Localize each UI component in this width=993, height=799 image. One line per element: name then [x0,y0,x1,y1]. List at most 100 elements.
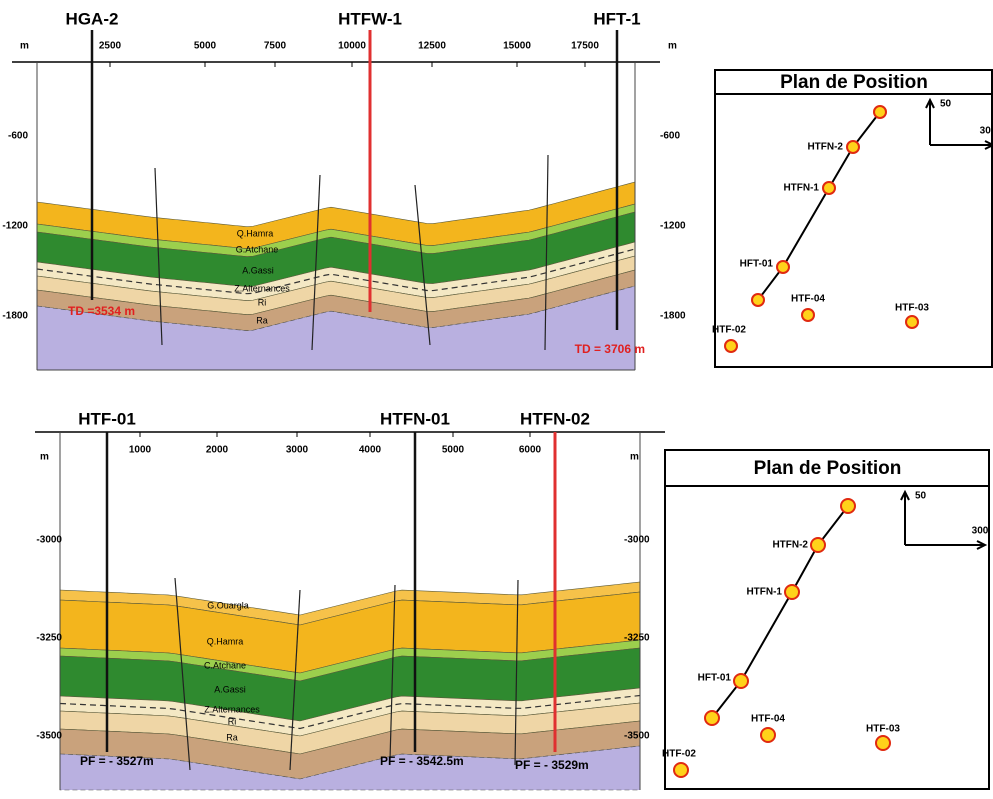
depth-tick: -3500 [624,731,650,742]
distance-tick: 12500 [418,41,446,52]
depth-tick: -1200 [2,221,28,232]
basement [36,285,636,371]
well-note: PF = - 3542.5m [380,754,464,768]
layer-label: G.Ouargla [207,600,249,610]
plan-well [760,727,776,743]
plan-well [840,498,856,514]
depth-tick: -600 [8,131,28,142]
well-note: TD = 3706 m [575,342,645,356]
north-arrow [900,489,988,550]
layer-label: Q.Hamra [237,228,274,238]
plan-well [733,673,749,689]
distance-tick: 17500 [571,41,599,52]
plan-well-label: HTF-04 [791,294,825,305]
plan-well [801,308,815,322]
layer-label: Z.Alternances [204,704,260,714]
plan-well-label: HTF-03 [866,724,900,735]
fault [389,584,396,761]
depth-tick: -3000 [624,535,650,546]
plan-well [846,140,860,154]
plan-well [905,315,919,329]
plan-well-label: HTF-04 [751,714,785,725]
plan-title: Plan de Position [780,72,928,93]
well-note: PF = - 3529m [515,758,589,772]
plan-well [784,584,800,600]
layer-label: Q.Hamra [207,636,244,646]
plan-well [704,710,720,726]
distance-tick: 1000 [129,445,152,456]
north-label: 50 [940,99,952,110]
distance-tick: 4000 [359,445,382,456]
plan-well [810,537,826,553]
well-name: HTFN-01 [380,409,450,428]
well-note: PF = - 3527m [80,754,154,768]
layer-label: A.Gassi [214,684,246,694]
well-name: HGA-2 [66,9,119,28]
distance-tick: 5000 [442,445,465,456]
north-arrow [925,97,993,150]
plan-well-label: HTFN-2 [807,142,843,153]
distance-tick: 5000 [194,41,217,52]
plan-well [822,181,836,195]
east-label: 300 [972,526,989,537]
plan-well [875,735,891,751]
plan-well [873,105,887,119]
layer-label: Z.Alternances [234,283,290,293]
well-name: HTFN-02 [520,409,590,428]
plan-frame [664,449,990,790]
basement [59,745,641,791]
plan-frame [714,69,993,368]
depth-tick: -1800 [660,311,686,322]
distance-tick: 2500 [99,41,122,52]
fault [414,184,431,346]
well-name: HTFW-1 [338,9,402,28]
layer-label: C.Atchane [204,660,246,670]
plan-well [724,339,738,353]
unit-label: m [630,452,639,463]
plan-well-label: HFT-01 [698,673,732,684]
depth-tick: -3500 [36,731,62,742]
north-label: 50 [915,491,927,502]
plan-well-label: HTFN-2 [772,540,808,551]
plan-well-label: HTFN-1 [783,183,819,194]
layer-label: Ri [228,716,237,726]
well-name: HTF-01 [78,409,136,428]
fault [514,579,519,766]
distance-tick: 2000 [206,445,229,456]
alternance-dash [36,248,636,295]
alternance-dash [59,694,641,730]
depth-tick: -3000 [36,535,62,546]
plan-well [751,293,765,307]
fault [174,577,191,771]
plan-well-label: HFT-01 [740,259,774,270]
east-label: 300 [980,126,993,137]
well-note: TD =3534 m [68,304,135,318]
depth-tick: -1200 [660,221,686,232]
fault [544,154,549,351]
layer-label: G.Atchane [236,244,279,254]
depth-tick: -3250 [36,633,62,644]
fault [311,174,321,351]
distance-tick: 15000 [503,41,531,52]
plan-well [776,260,790,274]
plan-well-label: HTF-03 [895,303,929,314]
layer-label: A.Gassi [242,265,274,275]
unit-label: m [668,41,677,52]
layer-label: Ra [256,315,268,325]
distance-tick: 10000 [338,41,366,52]
distance-tick: 6000 [519,445,542,456]
plan-well-label: HTF-02 [712,325,746,336]
unit-label: m [20,41,29,52]
plan-well-label: HTFN-1 [746,587,782,598]
depth-tick: -3250 [624,633,650,644]
layer-label: Ri [258,297,267,307]
depth-tick: -1800 [2,311,28,322]
well-name: HFT-1 [593,9,640,28]
unit-label: m [40,452,49,463]
fault [289,589,301,771]
fault [154,167,163,346]
distance-tick: 7500 [264,41,287,52]
plan-title: Plan de Position [754,458,902,479]
distance-tick: 3000 [286,445,309,456]
